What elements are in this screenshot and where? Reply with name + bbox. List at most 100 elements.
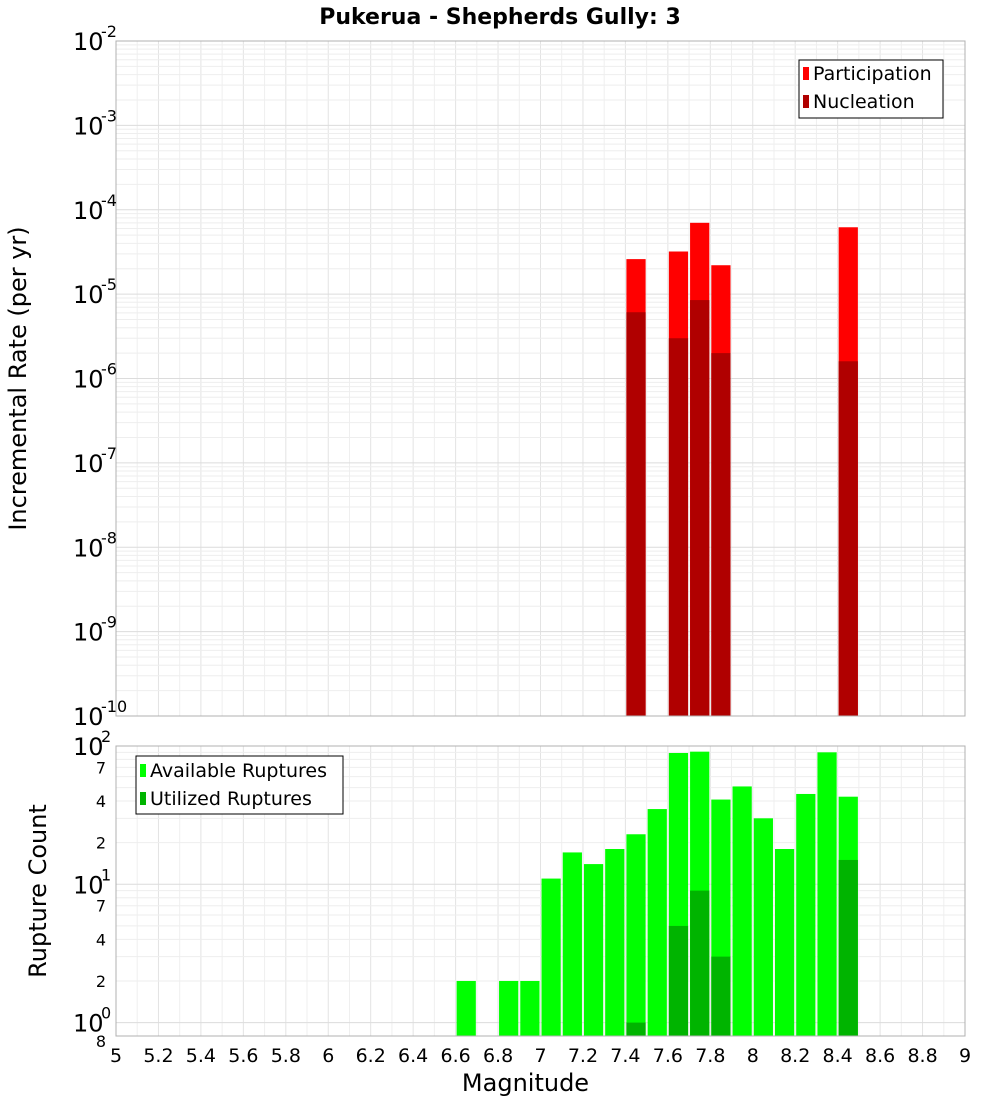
top-y-tick--10: 10-10 — [73, 697, 127, 731]
x-tick-label: 9 — [959, 1045, 971, 1067]
top-y-tick-base: 10 — [73, 619, 104, 647]
top-y-tick-base: 10 — [73, 281, 104, 309]
x-tick-label: 8.4 — [823, 1045, 853, 1067]
top-grid — [115, 41, 966, 717]
bottom-y-tick-exponent: 1 — [101, 865, 111, 884]
top-y-tick-exponent: -4 — [101, 191, 117, 210]
top-y-tick-exponent: -6 — [101, 360, 117, 379]
x-tick-label: 8.8 — [907, 1045, 937, 1067]
top-y-tick-base: 10 — [73, 366, 104, 394]
bottom-legend-swatch-1 — [140, 792, 146, 805]
x-tick-label: 6.6 — [440, 1045, 470, 1067]
top-y-tick-exponent: -9 — [101, 613, 117, 632]
x-tick-label: 6.2 — [356, 1045, 386, 1067]
top-y-tick--7: 10-7 — [73, 444, 117, 478]
x-tick-label: 5.6 — [228, 1045, 258, 1067]
utilized-bar-7.75 — [690, 890, 710, 1036]
available-bar-7.25 — [583, 864, 604, 1036]
x-tick-label: 7 — [534, 1045, 546, 1067]
bottom-legend-box — [135, 755, 344, 815]
x-tick-label: 7.8 — [695, 1045, 725, 1067]
nucleation-bar-7.75 — [690, 300, 710, 716]
top-y-tick-base: 10 — [73, 450, 104, 478]
bottom-y-tick-exponent: 2 — [101, 727, 111, 746]
bottom-y-minor-tick: 2 — [96, 834, 106, 853]
bottom-legend-label-1: Utilized Ruptures — [150, 788, 312, 810]
available-bar-8.15 — [774, 848, 795, 1036]
available-bar-6.85 — [499, 980, 519, 1036]
bottom-plot-border — [115, 745, 966, 1037]
bottom-y-minor-tick: 8 — [96, 1032, 106, 1051]
nucleation-bar-8.45 — [838, 361, 858, 716]
top-y-tick-base: 10 — [73, 703, 104, 731]
top-y-tick-exponent: -3 — [101, 106, 117, 125]
top-legend-swatch-0 — [803, 67, 809, 80]
top-y-tick--4: 10-4 — [73, 191, 117, 225]
top-plot-border — [115, 40, 966, 717]
x-tick-label: 6 — [322, 1045, 334, 1067]
x-tick-label: 5.4 — [186, 1045, 216, 1067]
bottom-y-tick-exponent: 0 — [101, 1004, 111, 1023]
top-legend-box — [798, 59, 944, 119]
bottom-y-tick-base: 10 — [73, 871, 104, 899]
x-tick-label: 8.6 — [865, 1045, 895, 1067]
nucleation-bar-7.85 — [711, 353, 731, 716]
bottom-y-tick-1: 101 — [73, 865, 111, 899]
top-y-axis-label: Incremental Rate (per yr) — [4, 226, 32, 530]
utilized-bar-7.85 — [711, 956, 731, 1036]
utilized-ruptures-bars — [626, 859, 858, 1036]
chart-title: Pukerua - Shepherds Gully: 3 — [319, 5, 681, 30]
top-legend-label-0: Participation — [813, 63, 932, 85]
x-tick-label: 8.2 — [780, 1045, 810, 1067]
top-y-tick-exponent: -8 — [101, 528, 117, 547]
available-bar-7.35 — [605, 848, 625, 1036]
top-y-tick-base: 10 — [73, 112, 104, 140]
x-tick-label: 5.2 — [143, 1045, 173, 1067]
available-bar-8.05 — [753, 818, 773, 1036]
x-tick-label: 5.8 — [271, 1045, 301, 1067]
utilized-bar-8.45 — [838, 859, 858, 1036]
bottom-y-minor-tick: 7 — [96, 897, 106, 916]
x-axis-label: Magnitude — [462, 1069, 589, 1097]
top-legend: Participation Nucleation — [798, 59, 944, 119]
bottom-legend-label-0: Available Ruptures — [150, 760, 327, 782]
available-bar-6.95 — [520, 980, 540, 1036]
bottom-y-minor-tick: 7 — [96, 758, 106, 777]
top-y-tick-base: 10 — [73, 197, 104, 225]
top-y-tick-exponent: -7 — [101, 444, 117, 463]
top-y-tick--8: 10-8 — [73, 528, 117, 562]
top-y-tick-exponent: -10 — [101, 697, 127, 716]
top-y-tick--5: 10-5 — [73, 275, 117, 309]
top-y-tick--3: 10-3 — [73, 106, 117, 140]
available-bar-8.35 — [817, 752, 837, 1036]
utilized-bar-7.45 — [626, 1022, 646, 1036]
x-tick-label: 6.4 — [398, 1045, 428, 1067]
available-bar-6.65 — [456, 980, 476, 1036]
top-legend-label-1: Nucleation — [813, 91, 915, 113]
bottom-y-minor-tick: 4 — [96, 792, 106, 811]
bottom-y-minor-tick: 4 — [96, 930, 106, 949]
available-bar-7.15 — [562, 852, 582, 1036]
top-y-tick-exponent: -2 — [101, 22, 117, 41]
nucleation-bars — [626, 300, 858, 716]
bottom-y-tick-base: 10 — [73, 733, 104, 761]
nucleation-bar-7.45 — [626, 312, 646, 716]
nucleation-bar-7.65 — [668, 338, 689, 716]
x-tick-label: 8 — [747, 1045, 759, 1067]
bottom-y-axis-label: Rupture Count — [24, 804, 52, 978]
bottom-legend: Available Ruptures Utilized Ruptures — [135, 755, 344, 815]
top-y-tick-base: 10 — [73, 28, 104, 56]
bottom-y-tick-base: 10 — [73, 1010, 104, 1038]
bottom-y-tick-0: 100 — [73, 1004, 111, 1038]
top-y-tick--2: 10-2 — [73, 22, 117, 56]
utilized-bar-7.65 — [668, 925, 689, 1036]
top-y-tick-exponent: -5 — [101, 275, 117, 294]
x-tick-label: 7.6 — [653, 1045, 683, 1067]
available-bar-7.45 — [626, 834, 646, 1036]
bottom-y-minor-tick: 2 — [96, 972, 106, 991]
bottom-y-tick-2: 102 — [73, 727, 111, 761]
top-y-tick--9: 10-9 — [73, 613, 117, 647]
available-ruptures-bars — [456, 751, 858, 1036]
